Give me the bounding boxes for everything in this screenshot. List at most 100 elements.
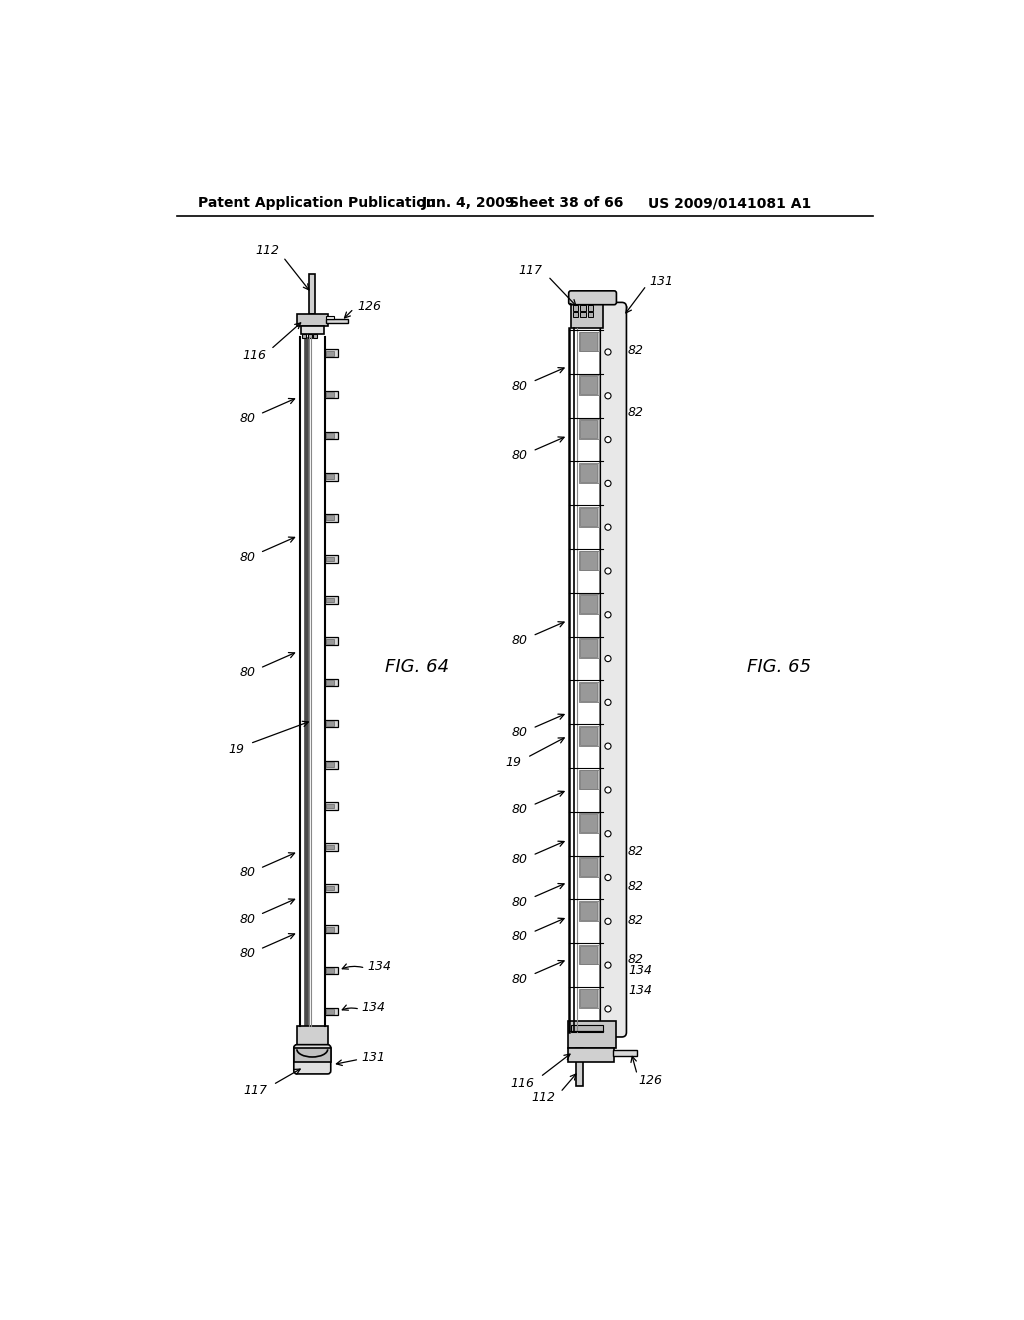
Circle shape bbox=[605, 480, 611, 487]
Bar bbox=[579, 550, 599, 570]
Text: 82: 82 bbox=[628, 879, 644, 892]
Bar bbox=[581, 463, 597, 482]
Bar bbox=[325, 1007, 339, 1015]
Bar bbox=[579, 638, 599, 657]
Bar bbox=[571, 301, 603, 327]
Text: Sheet 38 of 66: Sheet 38 of 66 bbox=[509, 197, 624, 210]
Bar bbox=[326, 721, 334, 726]
Bar bbox=[588, 313, 593, 317]
Text: 80: 80 bbox=[511, 380, 527, 393]
Text: Patent Application Publication: Patent Application Publication bbox=[199, 197, 436, 210]
Circle shape bbox=[605, 743, 611, 750]
Text: 126: 126 bbox=[639, 1073, 663, 1086]
Bar bbox=[326, 474, 334, 479]
Text: 80: 80 bbox=[240, 667, 255, 680]
Bar bbox=[326, 1010, 334, 1014]
Bar bbox=[325, 638, 339, 645]
Bar bbox=[326, 317, 334, 318]
Text: 82: 82 bbox=[628, 407, 644, 418]
Bar bbox=[326, 968, 334, 973]
Bar bbox=[326, 886, 334, 891]
Text: 131: 131 bbox=[649, 275, 674, 288]
Text: 80: 80 bbox=[240, 412, 255, 425]
Bar bbox=[326, 598, 334, 602]
Bar bbox=[579, 902, 599, 920]
Circle shape bbox=[605, 874, 611, 880]
Bar bbox=[581, 726, 597, 744]
Text: 82: 82 bbox=[628, 845, 644, 858]
Bar bbox=[325, 391, 339, 399]
Bar bbox=[302, 334, 306, 338]
Bar bbox=[579, 1032, 599, 1052]
Bar bbox=[579, 594, 599, 614]
Text: Jun. 4, 2009: Jun. 4, 2009 bbox=[422, 197, 515, 210]
Text: 80: 80 bbox=[240, 866, 255, 879]
Bar bbox=[579, 375, 599, 395]
Text: 112: 112 bbox=[255, 244, 280, 257]
Bar bbox=[325, 803, 339, 809]
Text: 134: 134 bbox=[361, 1001, 386, 1014]
Bar bbox=[571, 1024, 603, 1032]
Bar bbox=[579, 682, 599, 702]
Circle shape bbox=[605, 524, 611, 531]
Bar bbox=[581, 902, 597, 920]
Text: 116: 116 bbox=[243, 348, 267, 362]
FancyBboxPatch shape bbox=[294, 1044, 331, 1074]
Bar bbox=[581, 639, 597, 657]
Bar bbox=[581, 945, 597, 964]
Bar bbox=[581, 313, 586, 317]
Circle shape bbox=[605, 348, 611, 355]
Circle shape bbox=[605, 1006, 611, 1012]
Bar bbox=[581, 595, 597, 614]
Bar bbox=[581, 333, 597, 351]
Bar bbox=[579, 331, 599, 351]
Circle shape bbox=[605, 611, 611, 618]
Bar bbox=[325, 513, 339, 521]
Bar bbox=[579, 857, 599, 876]
Circle shape bbox=[605, 830, 611, 837]
Bar bbox=[326, 804, 334, 808]
Bar bbox=[326, 639, 334, 644]
Bar bbox=[326, 516, 334, 520]
Bar bbox=[326, 433, 334, 438]
Text: 80: 80 bbox=[511, 634, 527, 647]
Bar bbox=[581, 771, 597, 788]
Text: 80: 80 bbox=[511, 853, 527, 866]
Bar bbox=[326, 763, 334, 767]
Bar bbox=[579, 945, 599, 965]
Bar bbox=[581, 552, 597, 569]
Bar bbox=[325, 597, 339, 605]
Bar bbox=[612, 1051, 637, 1056]
Text: 80: 80 bbox=[511, 973, 527, 986]
Text: 131: 131 bbox=[361, 1051, 386, 1064]
Bar bbox=[581, 508, 597, 525]
Bar bbox=[572, 305, 578, 312]
Text: FIG. 64: FIG. 64 bbox=[385, 657, 449, 676]
Bar bbox=[325, 884, 339, 892]
Bar bbox=[326, 557, 334, 561]
Bar bbox=[326, 845, 334, 849]
FancyBboxPatch shape bbox=[568, 290, 616, 305]
Bar bbox=[568, 1020, 615, 1048]
Bar bbox=[579, 726, 599, 746]
Text: 82: 82 bbox=[628, 915, 644, 927]
Text: FIG. 65: FIG. 65 bbox=[746, 657, 811, 676]
Bar bbox=[294, 1048, 331, 1061]
Bar bbox=[581, 682, 597, 701]
Text: 82: 82 bbox=[628, 345, 644, 358]
Bar bbox=[568, 1048, 614, 1061]
Bar bbox=[579, 770, 599, 789]
Text: US 2009/0141081 A1: US 2009/0141081 A1 bbox=[648, 197, 811, 210]
Bar bbox=[326, 392, 334, 397]
Circle shape bbox=[605, 568, 611, 574]
Bar bbox=[325, 473, 339, 480]
Bar bbox=[304, 337, 308, 1026]
Bar bbox=[297, 314, 328, 326]
Bar bbox=[325, 966, 339, 974]
Text: 117: 117 bbox=[518, 264, 543, 277]
Text: 126: 126 bbox=[357, 300, 381, 313]
Text: 80: 80 bbox=[240, 550, 255, 564]
Bar bbox=[579, 420, 599, 440]
Bar bbox=[588, 305, 593, 312]
Circle shape bbox=[605, 700, 611, 705]
